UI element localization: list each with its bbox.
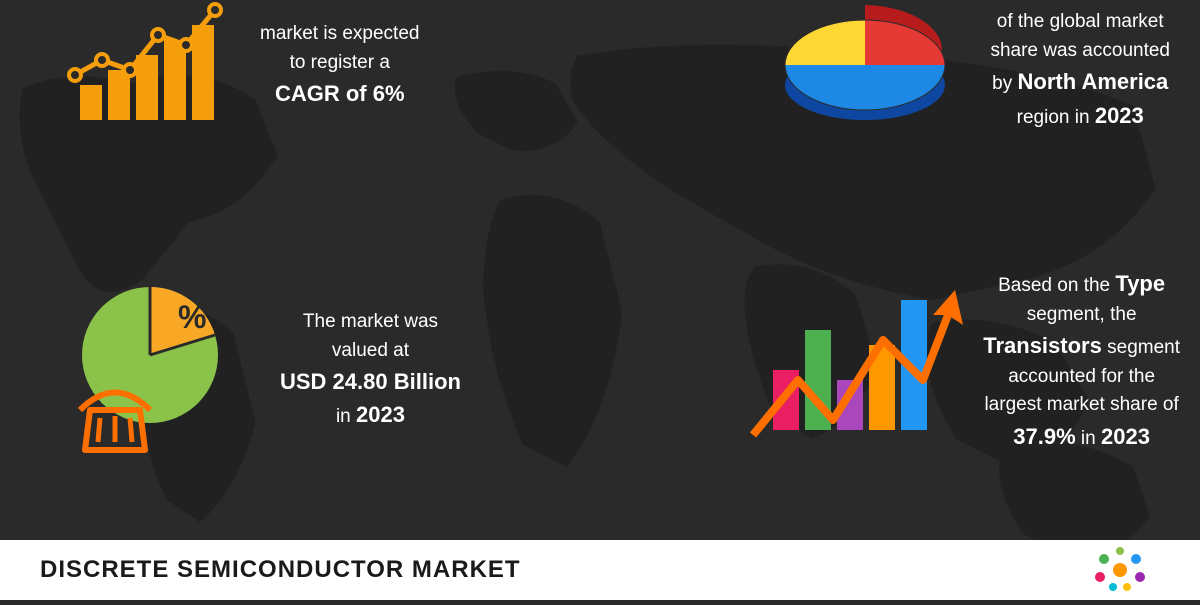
bar-arrow-icon [743,260,963,460]
text-line: 37.9% in 2023 [983,420,1180,454]
text-line: share was accounted [990,37,1170,66]
text-line: largest market share of [983,391,1180,420]
text-line: by North America [990,65,1170,99]
market-value-icon: % [60,280,260,460]
pie-3d-icon [770,0,970,140]
text-line: region in 2023 [990,99,1170,133]
text-line: valued at [280,337,461,366]
stat-cagr: market is expected to register a CAGR of… [60,0,419,130]
text-line: market is expected [260,20,419,49]
segment-text: Based on the Type segment, the Transisto… [983,267,1180,453]
text-highlight: USD 24.80 Billion [280,365,461,398]
stat-valuation: % The market was valued at USD 24.80 Bil… [60,280,461,460]
text-line: segment, the [983,301,1180,330]
svg-text:%: % [178,299,206,335]
growth-chart-icon [60,0,240,130]
logo-icon [1080,545,1160,595]
text-highlight: CAGR of 6% [260,77,419,110]
stat-region: of the global market share was accounted… [770,0,1170,140]
text-line: Based on the Type [983,267,1180,301]
text-line: The market was [280,308,461,337]
valuation-text: The market was valued at USD 24.80 Billi… [280,308,461,432]
text-line: accounted for the [983,363,1180,392]
text-line: to register a [260,49,419,78]
text-line: of the global market [990,8,1170,37]
region-text: of the global market share was accounted… [990,8,1170,132]
footer-title: DISCRETE SEMICONDUCTOR MARKET [40,556,521,584]
footer: DISCRETE SEMICONDUCTOR MARKET [0,540,1200,600]
text-line: in 2023 [280,398,461,432]
stat-segment: Based on the Type segment, the Transisto… [743,260,1180,460]
text-line: Transistors segment [983,329,1180,363]
cagr-text: market is expected to register a CAGR of… [260,20,419,110]
